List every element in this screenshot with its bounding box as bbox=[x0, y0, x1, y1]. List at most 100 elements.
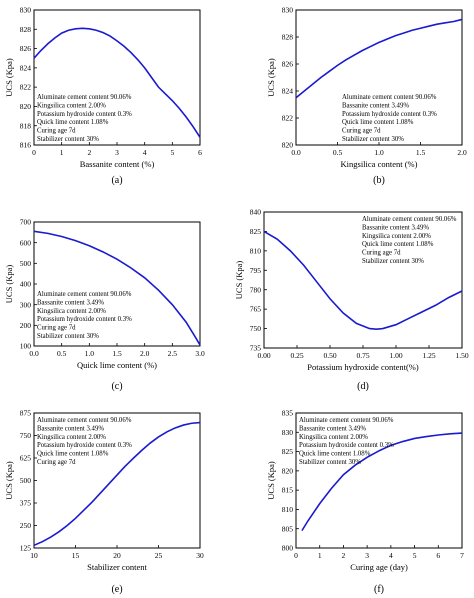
panel-e-y-tick-label: 250 bbox=[20, 521, 32, 530]
panel-c-annotation: Curing age 7d bbox=[37, 325, 76, 332]
panel-d-y-tick-label: 735 bbox=[250, 344, 262, 353]
panel-f-annotation: Stabilizer content 30% bbox=[299, 459, 361, 466]
panel-e-x-tick-label: 10 bbox=[30, 551, 38, 560]
panel-f-x-tick-label: 6 bbox=[436, 551, 440, 560]
panel-f-y-tick-label: 835 bbox=[282, 409, 294, 418]
panel-f-annotation: Potassium hydroxide content 0.3% bbox=[299, 442, 394, 449]
panel-f-y-axis-label: UCS (Kpa) bbox=[266, 461, 276, 500]
panel-e-y-tick-label: 500 bbox=[20, 476, 32, 485]
panel-a-x-axis-label: Bassanite content (%) bbox=[80, 159, 155, 169]
panel-e-annotation: Potassium hydroxide content 0.3% bbox=[37, 442, 132, 449]
panel-d-x-tick-label: 0.00 bbox=[257, 351, 270, 360]
panel-d-x-tick-label: 0.50 bbox=[323, 351, 336, 360]
panel-f-x-tick-label: 4 bbox=[389, 551, 393, 560]
panel-d-chart: 0.00 0.25 0.50 0.75 1.00 1.25 1.50 735 750 765 780… bbox=[234, 208, 469, 392]
panel-f-x-tick-label: 3 bbox=[365, 551, 369, 560]
panel-d-annotation: Kingsilica content 2.00% bbox=[362, 233, 431, 240]
panel-c-x-tick-label: 1.5 bbox=[112, 349, 122, 358]
panel-f-caption: (f) bbox=[374, 584, 384, 595]
panel-e-y-tick-label: 375 bbox=[20, 499, 32, 508]
panel-f-y-tick-label: 810 bbox=[282, 505, 294, 514]
panel-d-x-tick-label: 1.50 bbox=[455, 351, 468, 360]
panel-b-annotation: Potassium hydroxide content 0.3% bbox=[342, 111, 437, 118]
panel-a-x-tick-label: 1 bbox=[60, 148, 64, 157]
panel-b-y-tick-label: 830 bbox=[282, 6, 294, 15]
panel-c-x-tick-label: 1.0 bbox=[85, 349, 95, 358]
panel-a-annotation: Stabilizer content 30% bbox=[37, 136, 99, 143]
panel-c-y-tick-label: 200 bbox=[20, 321, 32, 330]
panel-f-plot-frame bbox=[295, 412, 463, 549]
panel-a-annotation: Kingsilica content 2.00% bbox=[37, 102, 106, 109]
panel-c-caption: (c) bbox=[111, 381, 122, 392]
panel-f-x-tick-label: 2 bbox=[342, 551, 346, 560]
panel-c-x-tick-label: 2.5 bbox=[168, 349, 178, 358]
panel-e-annotation: Aluminate cement content 90.06% bbox=[37, 417, 132, 424]
panel-f-x-tick-label: 7 bbox=[460, 551, 464, 560]
panel-f-annotation: Aluminate cement content 90.06% bbox=[299, 417, 394, 424]
panel-a-x-tick-label: 5 bbox=[170, 148, 174, 157]
panel-d-x-tick-label: 0.75 bbox=[356, 351, 369, 360]
panel-b-annotation: Stabilizer content 30% bbox=[342, 136, 404, 143]
panel-a-annotation: Curing age 7d bbox=[37, 128, 76, 135]
panel-d-x-tick-label: 1.25 bbox=[422, 351, 435, 360]
panel-d-y-tick-label: 750 bbox=[250, 324, 262, 333]
panel-c-annotation: Stabilizer content 30% bbox=[37, 333, 99, 340]
panel-d-y-tick-label: 810 bbox=[250, 246, 262, 255]
panel-a-y-tick-label: 826 bbox=[20, 44, 32, 53]
panel-e-chart: 10 15 20 25 30 125 250 375 500 625 750 875 Stabilize… bbox=[4, 409, 204, 595]
panel-e-x-tick-label: 15 bbox=[72, 551, 80, 560]
panel-f-y-tick-label: 825 bbox=[282, 447, 294, 456]
panel-a-x-tick-label: 0 bbox=[32, 148, 36, 157]
panel-f-x-tick-label: 1 bbox=[318, 551, 322, 560]
panel-b-chart: 0.0 0.5 1.0 1.5 2.0 820 822 824 826 828 830 Kingsil… bbox=[266, 6, 467, 186]
panel-d-series-line bbox=[263, 230, 463, 331]
panel-a-x-tick-label: 2 bbox=[87, 148, 91, 157]
panel-c-annotation: Kingsilica content 2.00% bbox=[37, 308, 106, 315]
panel-a-x-tick-label: 6 bbox=[198, 148, 202, 157]
panel-d-y-tick-label: 780 bbox=[250, 285, 262, 294]
panel-b-y-tick-label: 826 bbox=[282, 60, 294, 69]
panel-a-y-tick-label: 816 bbox=[20, 141, 32, 150]
panel-b-x-tick-label: 0.0 bbox=[291, 148, 301, 157]
panel-d-y-tick-label: 825 bbox=[250, 227, 262, 236]
panel-b-x-tick-label: 0.5 bbox=[333, 148, 343, 157]
panel-a-y-axis-label: UCS (Kpa) bbox=[4, 58, 14, 97]
panel-e-annotation: Curing age 7d bbox=[37, 459, 76, 466]
panel-d-y-tick-label: 795 bbox=[250, 266, 262, 275]
panel-e-caption: (e) bbox=[111, 584, 122, 595]
panel-a-annotation: Quick lime content 1.08% bbox=[37, 119, 109, 126]
panel-e-y-tick-label: 875 bbox=[20, 409, 32, 418]
panel-b-y-tick-label: 824 bbox=[282, 87, 294, 96]
panel-e-series-line bbox=[33, 421, 201, 547]
panel-e-x-tick-label: 30 bbox=[196, 551, 204, 560]
panel-d-y-axis-label: UCS (Kpa) bbox=[234, 261, 244, 300]
panel-b-y-axis-label: UCS (Kpa) bbox=[266, 58, 276, 97]
panel-a-y-tick-label: 828 bbox=[20, 25, 32, 34]
panel-a-series-line bbox=[33, 27, 201, 138]
panel-e-y-tick-label: 750 bbox=[20, 431, 32, 440]
panel-b-x-axis-label: Kingsilica content (%) bbox=[341, 159, 418, 169]
panel-d-annotation: Curing age 7d bbox=[362, 250, 401, 257]
panel-b-x-tick-label: 1.0 bbox=[374, 148, 384, 157]
panel-a-x-tick-label: 4 bbox=[143, 148, 147, 157]
panel-d-annotation: Aluminate cement content 90.06% bbox=[362, 216, 457, 223]
panel-d-annotation: Bassanite content 3.49% bbox=[362, 224, 429, 231]
panel-e-y-axis-label: UCS (Kpa) bbox=[4, 461, 14, 500]
panel-d-annotation: Quick lime content 1.08% bbox=[362, 241, 434, 248]
panel-f-x-tick-label: 5 bbox=[413, 551, 417, 560]
panel-a-y-tick-label: 820 bbox=[20, 102, 32, 111]
panel-c-y-tick-label: 500 bbox=[20, 259, 32, 268]
panel-a-y-tick-label: 818 bbox=[20, 121, 32, 130]
panel-b-x-tick-label: 2.0 bbox=[457, 148, 467, 157]
panel-d-x-tick-label: 1.00 bbox=[389, 351, 402, 360]
panel-e-annotation: Quick lime content 1.08% bbox=[37, 451, 109, 458]
panel-b-series-line bbox=[295, 18, 463, 99]
panel-f-chart: 0 1 2 3 4 5 6 7 800 805 810 815 820 825 830 835 Curing a… bbox=[266, 409, 464, 595]
panel-d-x-tick-label: 0.25 bbox=[290, 351, 303, 360]
panel-c-chart: 0.0 0.5 1.0 1.5 2.0 2.5 3.0 100 200 300 400 500 600 7… bbox=[4, 218, 205, 392]
panel-d-x-axis-label: Potassium hydroxide content(%) bbox=[307, 362, 419, 372]
panel-b-annotation: Bassanite content 3.49% bbox=[342, 102, 409, 109]
panel-d-annotation: Stabilizer content 30% bbox=[362, 258, 424, 265]
panel-d-y-tick-label: 840 bbox=[250, 208, 262, 217]
panel-f-y-tick-label: 815 bbox=[282, 486, 294, 495]
